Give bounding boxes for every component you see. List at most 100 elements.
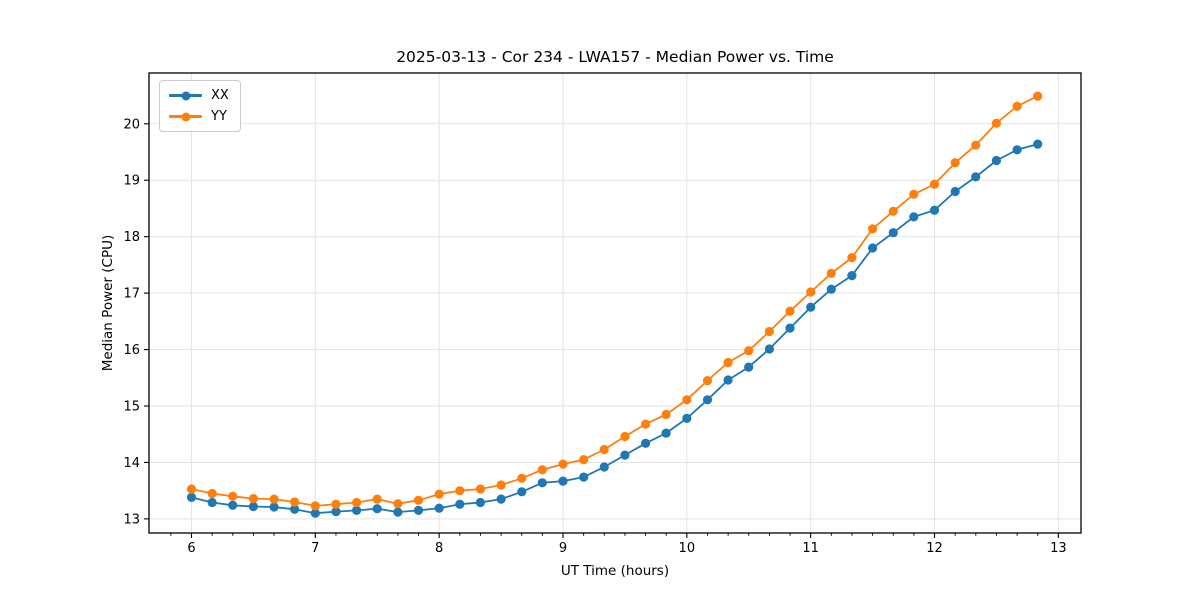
data-point-xx[interactable] xyxy=(1033,139,1043,149)
data-point-xx[interactable] xyxy=(434,503,444,513)
data-point-xx[interactable] xyxy=(723,375,733,385)
data-point-xx[interactable] xyxy=(641,438,651,448)
data-point-yy[interactable] xyxy=(702,376,713,386)
data-point-yy[interactable] xyxy=(764,326,775,337)
data-point-yy[interactable] xyxy=(372,494,382,504)
series-line-yy xyxy=(191,95,1039,507)
data-point-yy[interactable] xyxy=(393,499,403,509)
data-point-xx[interactable] xyxy=(1012,145,1022,155)
data-point-xx[interactable] xyxy=(702,395,713,405)
data-point-xx[interactable] xyxy=(929,205,940,215)
data-point-xx[interactable] xyxy=(537,478,547,488)
data-point-yy[interactable] xyxy=(331,499,341,509)
data-point-xx[interactable] xyxy=(269,502,279,512)
data-point-xx[interactable] xyxy=(248,501,258,512)
data-point-yy[interactable] xyxy=(455,486,465,496)
data-point-yy[interactable] xyxy=(950,158,960,168)
data-point-xx[interactable] xyxy=(228,500,238,510)
data-point-yy[interactable] xyxy=(826,268,836,278)
data-point-yy[interactable] xyxy=(207,488,217,499)
data-point-xx[interactable] xyxy=(909,212,919,222)
data-point-yy[interactable] xyxy=(310,501,320,511)
data-point-xx[interactable] xyxy=(682,413,692,423)
data-point-xx[interactable] xyxy=(393,507,403,517)
data-point-yy[interactable] xyxy=(186,484,197,494)
data-point-yy[interactable] xyxy=(579,455,589,465)
data-point-yy[interactable] xyxy=(413,495,424,505)
data-point-yy[interactable] xyxy=(806,287,816,297)
data-point-xx[interactable] xyxy=(579,472,589,482)
data-point-xx[interactable] xyxy=(764,344,775,354)
data-point-yy[interactable] xyxy=(661,409,671,420)
data-point-yy[interactable] xyxy=(517,473,527,483)
y-tick-label: 18 xyxy=(123,230,140,245)
data-point-yy[interactable] xyxy=(785,306,795,316)
data-point-xx[interactable] xyxy=(496,494,506,504)
data-point-yy[interactable] xyxy=(682,395,692,405)
data-point-yy[interactable] xyxy=(991,118,1002,128)
x-tick-label: 9 xyxy=(559,541,567,556)
x-tick-label: 13 xyxy=(1050,541,1067,556)
y-tick-label: 20 xyxy=(123,117,140,132)
data-point-yy[interactable] xyxy=(620,431,630,442)
data-point-xx[interactable] xyxy=(372,504,382,514)
data-point-xx[interactable] xyxy=(455,499,465,509)
data-point-yy[interactable] xyxy=(888,206,898,216)
data-point-yy[interactable] xyxy=(1033,91,1043,101)
data-point-yy[interactable] xyxy=(496,480,506,490)
data-point-yy[interactable] xyxy=(868,224,878,234)
y-tick-label: 16 xyxy=(123,343,140,358)
data-point-xx[interactable] xyxy=(971,172,981,182)
data-point-yy[interactable] xyxy=(971,140,981,150)
data-point-xx[interactable] xyxy=(186,492,197,502)
data-point-xx[interactable] xyxy=(868,243,878,253)
data-point-yy[interactable] xyxy=(290,497,300,507)
y-tick-label: 13 xyxy=(123,512,140,527)
data-point-xx[interactable] xyxy=(661,428,671,438)
data-point-yy[interactable] xyxy=(537,465,547,475)
data-point-xx[interactable] xyxy=(826,284,836,294)
data-point-xx[interactable] xyxy=(847,271,857,281)
y-tick-label: 14 xyxy=(123,456,140,471)
data-point-yy[interactable] xyxy=(1012,101,1022,111)
data-point-yy[interactable] xyxy=(558,459,568,469)
x-tick-label: 8 xyxy=(435,541,443,556)
data-point-xx[interactable] xyxy=(413,505,424,515)
data-point-yy[interactable] xyxy=(269,494,279,504)
data-point-yy[interactable] xyxy=(641,419,651,429)
legend-item-yy[interactable]: YY xyxy=(169,107,229,126)
data-point-xx[interactable] xyxy=(207,497,217,508)
data-point-yy[interactable] xyxy=(228,491,238,501)
legend-item-xx[interactable]: XX xyxy=(169,86,229,105)
chart-title: 2025-03-13 - Cor 234 - LWA157 - Median P… xyxy=(396,48,834,66)
data-point-xx[interactable] xyxy=(950,186,960,197)
data-point-yy[interactable] xyxy=(434,489,444,499)
x-tick-label: 7 xyxy=(311,541,319,556)
data-point-yy[interactable] xyxy=(847,253,857,263)
data-point-xx[interactable] xyxy=(310,508,320,518)
data-point-yy[interactable] xyxy=(248,494,258,504)
data-point-xx[interactable] xyxy=(599,462,609,472)
data-point-xx[interactable] xyxy=(475,497,485,508)
data-point-xx[interactable] xyxy=(352,505,362,515)
data-point-yy[interactable] xyxy=(723,357,733,368)
data-point-xx[interactable] xyxy=(620,450,630,460)
data-point-yy[interactable] xyxy=(352,497,362,508)
data-point-yy[interactable] xyxy=(929,179,940,189)
data-point-xx[interactable] xyxy=(806,302,816,312)
data-point-xx[interactable] xyxy=(517,487,527,497)
data-point-xx[interactable] xyxy=(290,504,300,514)
data-point-xx[interactable] xyxy=(744,362,754,372)
data-point-yy[interactable] xyxy=(744,346,754,356)
data-point-xx[interactable] xyxy=(991,155,1002,166)
data-point-yy[interactable] xyxy=(909,189,919,199)
y-tick-label: 15 xyxy=(123,400,140,415)
data-point-xx[interactable] xyxy=(888,228,898,238)
data-point-xx[interactable] xyxy=(785,323,795,333)
data-point-xx[interactable] xyxy=(331,507,341,517)
data-point-xx[interactable] xyxy=(558,476,568,486)
legend-line-sample-xx xyxy=(169,91,202,100)
data-point-yy[interactable] xyxy=(599,444,609,455)
axes-spines xyxy=(148,72,1082,534)
data-point-yy[interactable] xyxy=(475,484,485,494)
